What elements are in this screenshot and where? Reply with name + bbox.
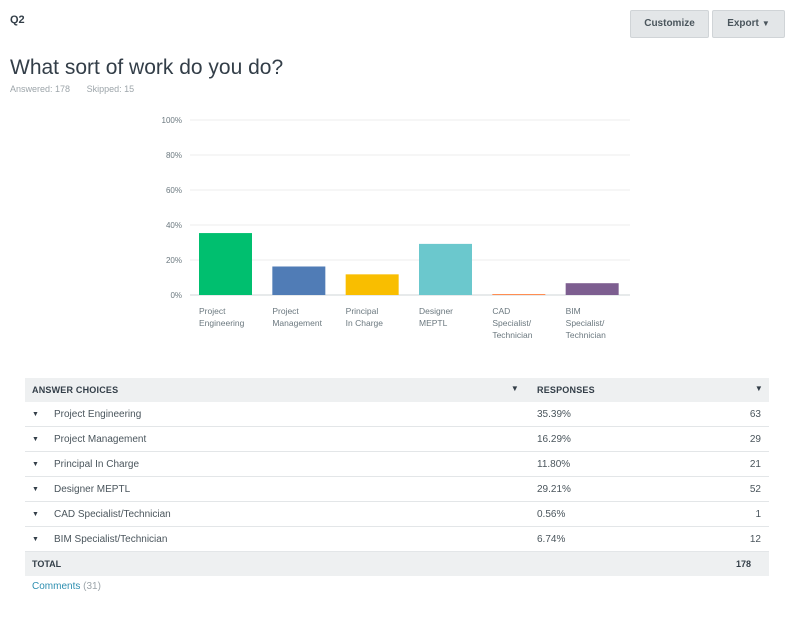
table-row: ▼ Project Engineering 35.39% 63 [25,402,769,427]
expand-caret-icon[interactable]: ▼ [32,435,39,443]
response-count: 29 [749,433,761,445]
x-tick-label: CAD [492,306,510,316]
total-label: TOTAL [32,559,62,569]
x-tick-label: Technician [492,330,532,340]
x-tick-label: BIM [566,306,581,316]
x-tick-label: Specialist/ [492,318,531,328]
table-row: ▼ Project Management 16.29% 29 [25,427,769,452]
x-tick-label: Project [272,306,299,316]
response-count: 52 [749,483,761,495]
response-percent: 0.56% [537,508,566,520]
response-percent: 11.80% [537,458,571,470]
answer-label: Designer MEPTL [54,483,131,495]
export-label: Export [727,18,759,29]
table-row: ▼ Principal In Charge 11.80% 21 [25,452,769,477]
answered-count: Answered: 178 [10,84,71,94]
response-percent: 29.21% [537,483,571,495]
response-percent: 6.74% [537,533,566,545]
comments: Comments (31) [32,581,101,592]
skipped-count: Skipped: 15 [86,84,135,94]
x-tick-label: Technician [566,330,606,340]
answer-label: Project Engineering [54,408,142,420]
bar[interactable] [272,266,326,295]
response-count: 63 [749,408,761,420]
x-tick-label: In Charge [346,318,384,328]
y-tick-label: 40% [166,221,182,230]
table-row: ▼ Designer MEPTL 29.21% 52 [25,477,769,502]
table-row: ▼ CAD Specialist/Technician 0.56% 1 [25,502,769,527]
sort-caret-icon[interactable]: ▼ [754,384,763,393]
x-tick-label: MEPTL [419,318,448,328]
responses-label: RESPONSES [537,385,595,395]
response-count: 12 [749,533,761,545]
bar[interactable] [492,294,546,295]
answer-choices-label: ANSWER CHOICES [32,385,119,395]
bar[interactable] [419,243,472,295]
x-tick-label: Principal [346,306,379,316]
answer-label: BIM Specialist/Technician [54,533,168,545]
answer-label: Principal In Charge [54,458,140,470]
bar[interactable] [199,233,252,295]
table-header: ANSWER CHOICES ▼ RESPONSES ▼ [25,378,769,402]
x-tick-label: Engineering [199,318,245,328]
expand-caret-icon[interactable]: ▼ [32,410,39,418]
comments-link[interactable]: Comments [32,581,81,592]
bar[interactable] [565,283,619,295]
answer-label: CAD Specialist/Technician [54,508,171,520]
table-rows: ▼ Project Engineering 35.39% 63 ▼ Project Man… [25,402,769,552]
total-count: 178 [735,559,751,569]
x-tick-label: Specialist/ [566,318,605,328]
y-tick-label: 0% [170,291,182,300]
expand-caret-icon[interactable]: ▼ [32,535,39,543]
export-button[interactable]: Export ▼ [712,10,785,38]
answer-table: ANSWER CHOICES ▼ RESPONSES ▼ ▼ Project En… [25,378,769,576]
y-tick-label: 80% [166,151,182,160]
customize-button[interactable]: Customize [630,10,709,38]
question-number: Q2 [10,14,25,26]
sort-caret-icon[interactable]: ▼ [510,384,519,393]
table-row: ▼ BIM Specialist/Technician 6.74% 12 [25,527,769,552]
bar[interactable] [345,274,399,295]
expand-caret-icon[interactable]: ▼ [32,460,39,468]
y-tick-label: 100% [162,116,182,125]
expand-caret-icon[interactable]: ▼ [32,485,39,493]
answer-choices-header[interactable]: ANSWER CHOICES ▼ [25,384,529,395]
expand-caret-icon[interactable]: ▼ [32,510,39,518]
total-row: TOTAL 178 [25,552,769,576]
question-title: What sort of work do you do? [10,56,284,80]
y-tick-label: 20% [166,256,182,265]
x-tick-label: Management [272,318,322,328]
answer-label: Project Management [54,433,147,445]
response-percent: 16.29% [537,433,571,445]
comments-count: (31) [83,581,101,592]
response-count: 21 [749,458,761,470]
bar-chart: 0% 20% 40% 60% 80% 100% Project Engineering Proj… [162,116,630,340]
response-percent: 35.39% [537,408,571,420]
x-tick-label: Designer [419,306,453,316]
responses-header[interactable]: RESPONSES ▼ [529,384,769,395]
x-tick-label: Project [199,306,226,316]
y-tick-label: 60% [166,186,182,195]
response-stats: Answered: 178 Skipped: 15 [10,84,148,94]
caret-down-icon: ▼ [761,19,770,28]
response-count: 1 [755,508,761,520]
